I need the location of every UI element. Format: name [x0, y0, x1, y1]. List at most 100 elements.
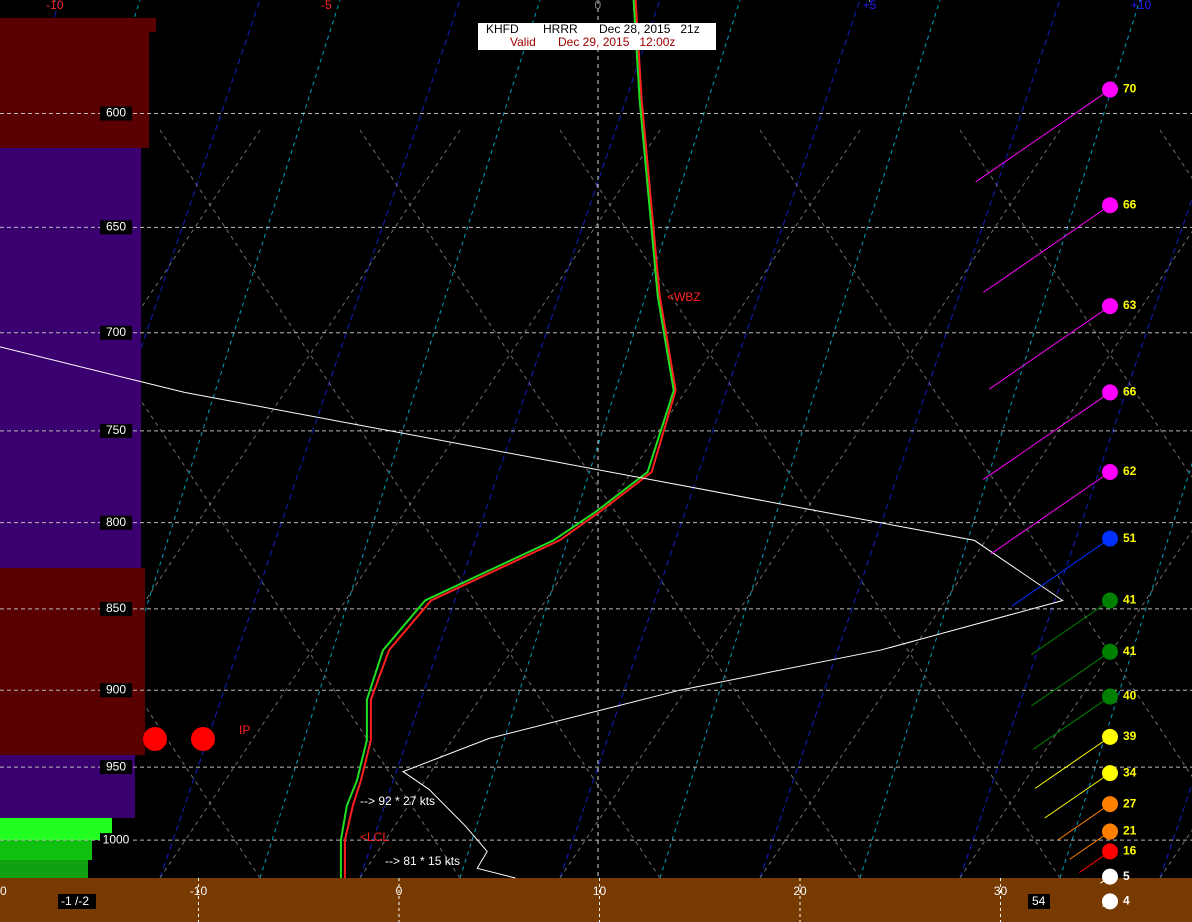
ip-dot	[191, 727, 215, 751]
mixing-line	[859, 0, 1141, 879]
wind-dot	[1102, 688, 1118, 705]
model: HRRR	[543, 22, 578, 36]
wind-barb	[990, 471, 1111, 555]
y-tick-label: 750	[106, 423, 126, 437]
adiabat	[759, 129, 1192, 778]
init-time: Dec 28, 2015 21z	[599, 22, 700, 36]
wind-barb	[1057, 803, 1111, 841]
wind-dot	[1102, 592, 1118, 609]
top-tick-label: +5	[863, 0, 877, 12]
x-tick-label: -20	[0, 884, 7, 898]
adiabat	[159, 129, 661, 879]
tick-bg	[100, 760, 132, 775]
tick-bg	[100, 833, 132, 848]
y-tick-label: 900	[106, 682, 126, 696]
wind-speed: 34	[1123, 765, 1137, 779]
ip-dot	[143, 727, 167, 751]
y-tick-label: 1000	[103, 832, 130, 846]
profile-line	[343, 0, 677, 878]
wind-dot	[1102, 893, 1118, 910]
tick-bg	[100, 601, 132, 616]
wind-speed: 62	[1123, 464, 1137, 478]
top-tick-label: -5	[321, 0, 332, 12]
wind-dot	[1102, 765, 1118, 782]
wind-speed: 40	[1123, 689, 1137, 703]
top-tick-label: 0	[595, 0, 602, 12]
isotherm	[759, 0, 1061, 879]
profile-line	[339, 0, 675, 878]
x-tick-label: -10	[190, 884, 208, 898]
isotherm	[359, 0, 661, 879]
ptype-band	[0, 840, 92, 860]
tick-bg	[100, 515, 132, 530]
wind-speed: 4	[1123, 894, 1130, 908]
wind-dot	[1102, 384, 1118, 401]
x-tick-label: 0	[396, 884, 403, 898]
top-tick-label: +10	[1131, 0, 1152, 12]
tick-bg	[100, 220, 132, 235]
wbz-label: <WBZ	[667, 290, 701, 304]
wind-dot	[1102, 643, 1118, 660]
tick-bg	[100, 683, 132, 698]
wind-speed: 41	[1123, 644, 1137, 658]
x-tick-label: 20	[793, 884, 807, 898]
wind-dot	[1102, 298, 1118, 315]
ptype-band	[0, 818, 112, 840]
wind-dot	[1102, 81, 1118, 98]
wind-speed: 66	[1123, 385, 1137, 399]
isotherm	[959, 197, 1192, 879]
storm-motion: --> 81 * 15 kts	[385, 854, 460, 868]
adiabat	[559, 129, 1061, 879]
wind-barb	[982, 204, 1111, 293]
y-tick-label: 950	[106, 759, 126, 773]
storm-motion: --> 92 * 27 kts	[360, 794, 435, 808]
wind-barb	[1034, 736, 1111, 789]
mixing-line	[659, 0, 941, 879]
x-tick-label: 10	[593, 884, 607, 898]
ptype-band	[0, 860, 88, 878]
mixing-line	[459, 0, 741, 879]
ptype-band	[0, 32, 149, 148]
wind-dot	[1102, 796, 1118, 813]
index-value: 54	[1032, 894, 1046, 908]
wind-speed: 39	[1123, 729, 1137, 743]
wind-barb	[1032, 696, 1111, 750]
ptype-band	[0, 568, 145, 755]
wind-barb	[988, 305, 1111, 390]
wind-dot	[1102, 530, 1118, 547]
y-tick-label: 700	[106, 325, 126, 339]
wind-barb	[1069, 831, 1111, 860]
valid-label: Valid	[510, 35, 536, 49]
wind-speed: 66	[1123, 197, 1137, 211]
wind-dot	[1102, 823, 1118, 840]
valid-time: Dec 29, 2015 12:00z	[558, 35, 675, 49]
wind-dot	[1102, 197, 1118, 214]
wind-barb	[975, 89, 1111, 183]
x-tick-label: 30	[994, 884, 1008, 898]
wind-barb	[982, 392, 1111, 480]
wind-speed: 63	[1123, 298, 1137, 312]
y-tick-label: 800	[106, 515, 126, 529]
wind-barb	[1030, 651, 1111, 707]
label-box	[1028, 894, 1050, 909]
tick-bg	[100, 423, 132, 438]
profile-line	[0, 346, 1064, 879]
tick-bg	[100, 325, 132, 340]
wind-dot	[1102, 728, 1118, 745]
wind-speed: 51	[1123, 531, 1137, 545]
surface-temps: -1 /-2	[61, 894, 89, 908]
isotherm	[559, 0, 861, 879]
y-tick-label: 850	[106, 601, 126, 615]
wind-barb	[1030, 600, 1111, 656]
wind-dot	[1102, 464, 1118, 481]
ip-label: IP	[239, 723, 250, 737]
wind-barb	[1011, 538, 1111, 607]
header-box	[478, 23, 716, 50]
wind-speed: 70	[1123, 82, 1137, 96]
ptype-column	[0, 18, 156, 878]
wind-speed: 21	[1123, 824, 1137, 838]
wind-speed: 5	[1123, 869, 1130, 883]
